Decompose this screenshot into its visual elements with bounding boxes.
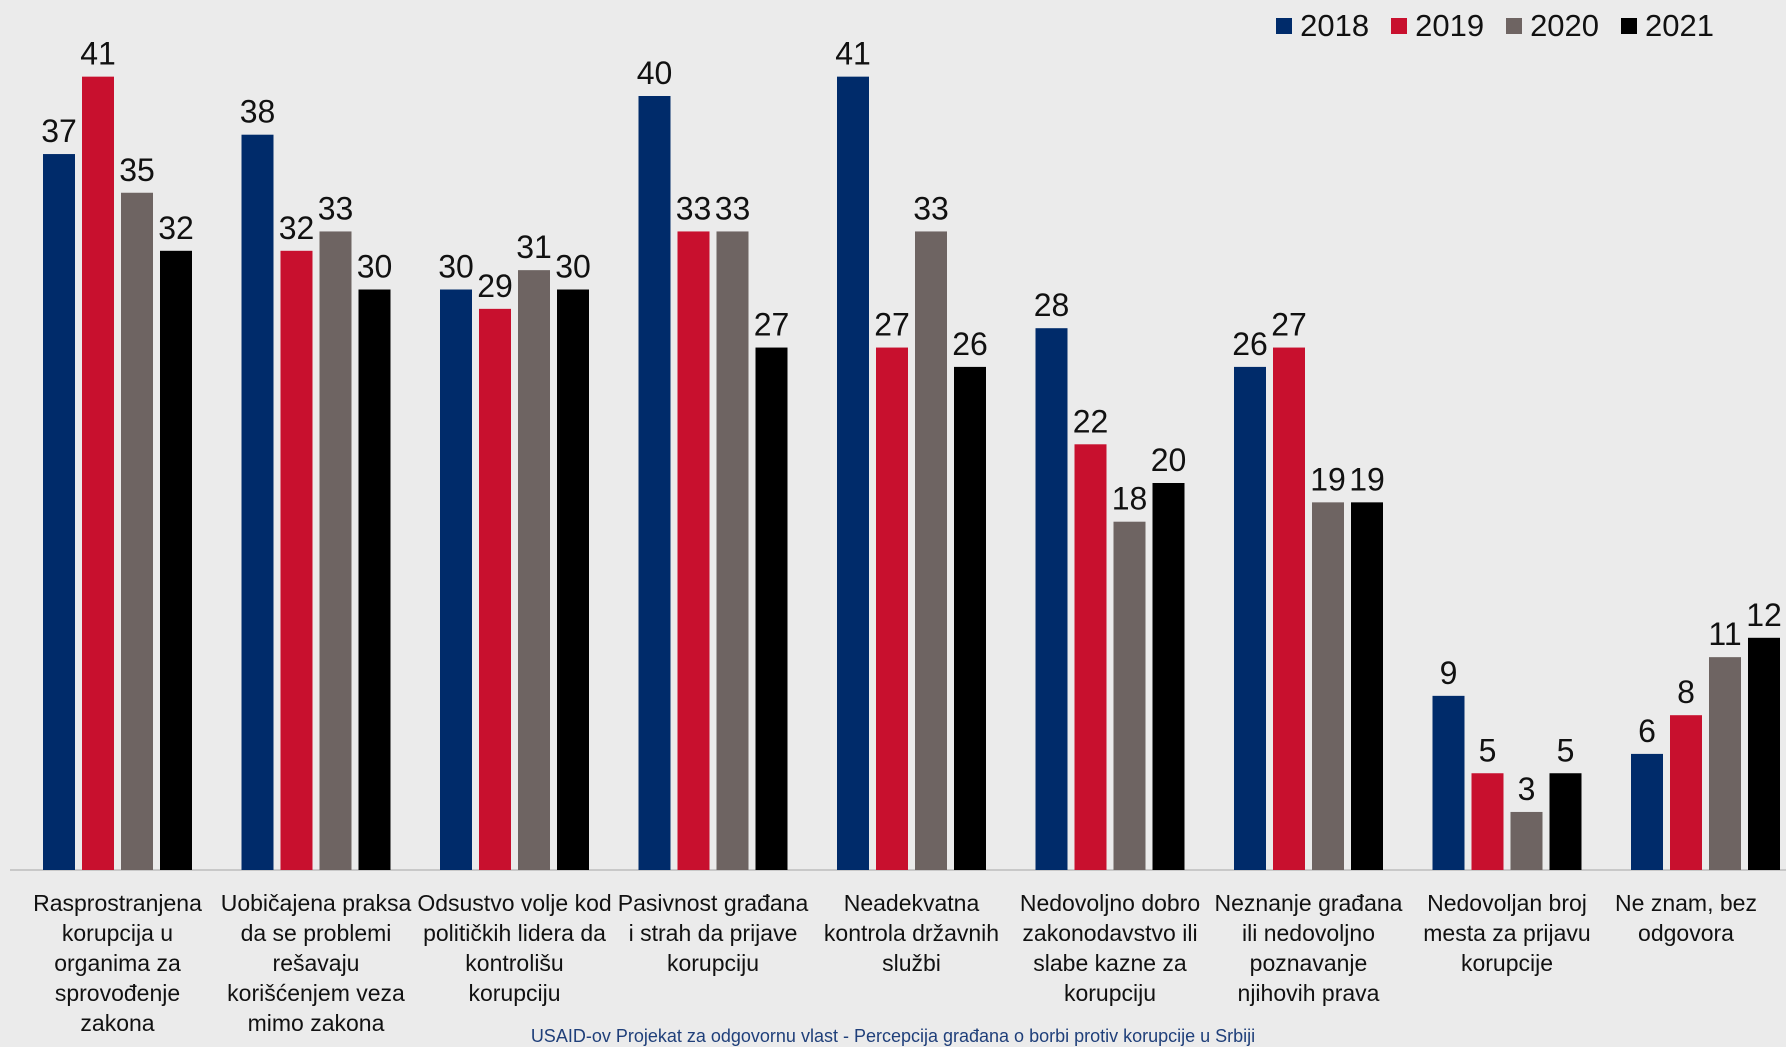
- legend-swatch-2019: [1391, 18, 1408, 34]
- data-label-2021-cat-8: 5: [1557, 732, 1575, 768]
- bar-2019-cat-2: [280, 250, 313, 871]
- bar-2021-cat-3: [557, 289, 589, 870]
- bar-2020-cat-3: [518, 270, 550, 870]
- legend-label-2018: 2018: [1300, 8, 1370, 43]
- bar-2020-cat-9: [1709, 657, 1741, 870]
- data-label-2018-cat-3: 30: [438, 249, 474, 285]
- data-label-2018-cat-8: 9: [1440, 655, 1458, 691]
- bar-2019-cat-5: [876, 347, 908, 870]
- data-label-2021-cat-6: 20: [1151, 442, 1187, 478]
- bar-2020-cat-1: [121, 192, 153, 870]
- data-label-2021-cat-2: 30: [357, 249, 393, 285]
- legend-item-2020: 2020: [1506, 8, 1599, 44]
- bar-2018-cat-8: [1432, 695, 1465, 870]
- data-label-2020-cat-7: 19: [1310, 461, 1346, 497]
- bar-2018-cat-6: [1035, 328, 1068, 870]
- data-label-2020-cat-9: 11: [1708, 616, 1741, 652]
- category-label-5: Neadekvatna kontrola državnih službi: [823, 890, 1000, 976]
- legend-swatch-2018: [1276, 18, 1293, 34]
- bar-2021-cat-7: [1351, 502, 1383, 870]
- data-label-2018-cat-2: 38: [240, 94, 276, 130]
- category-label-7: Neznanje građana ili nedovoljno poznavan…: [1214, 890, 1403, 1006]
- data-label-2021-cat-3: 30: [555, 249, 591, 285]
- data-label-2019-cat-4: 33: [676, 190, 712, 226]
- bar-2020-cat-7: [1312, 502, 1344, 870]
- bar-2018-cat-2: [241, 134, 274, 870]
- legend-swatch-2020: [1506, 18, 1523, 34]
- data-label-2020-cat-8: 3: [1518, 771, 1536, 807]
- data-label-2018-cat-4: 40: [637, 55, 673, 91]
- legend-label-2021: 2021: [1645, 8, 1714, 43]
- bar-2019-cat-6: [1074, 444, 1107, 870]
- data-label-2021-cat-9: 12: [1746, 597, 1782, 633]
- bar-2021-cat-6: [1152, 483, 1185, 870]
- category-label-4: Pasivnost građana i strah da prijave kor…: [617, 890, 809, 976]
- data-label-2021-cat-5: 26: [952, 326, 988, 362]
- data-label-2018-cat-5: 41: [835, 36, 871, 72]
- bar-2020-cat-5: [915, 231, 947, 870]
- footer-caption: USAID-ov Projekat za odgovornu vlast - P…: [530, 1026, 1256, 1046]
- data-label-2018-cat-9: 6: [1638, 713, 1656, 749]
- data-label-2019-cat-8: 5: [1479, 732, 1497, 768]
- bar-2021-cat-4: [755, 347, 788, 870]
- data-label-2019-cat-5: 27: [874, 307, 910, 343]
- bar-2018-cat-5: [837, 76, 869, 870]
- data-label-2019-cat-1: 41: [80, 36, 116, 72]
- bar-2020-cat-2: [319, 231, 352, 870]
- bars-group: [43, 76, 1780, 871]
- data-label-2018-cat-7: 26: [1232, 326, 1268, 362]
- legend-swatch-2021: [1621, 18, 1638, 34]
- category-label-8: Nedovoljan broj mesta za prijavu korupci…: [1423, 890, 1591, 976]
- bar-2019-cat-7: [1273, 347, 1305, 870]
- bar-2018-cat-1: [43, 154, 75, 871]
- data-label-2018-cat-6: 28: [1034, 287, 1070, 323]
- bar-2019-cat-9: [1670, 715, 1702, 870]
- legend-item-2019: 2019: [1391, 8, 1484, 44]
- data-label-2019-cat-6: 22: [1073, 403, 1109, 439]
- data-label-2020-cat-1: 35: [119, 152, 155, 188]
- data-label-2019-cat-7: 27: [1271, 307, 1307, 343]
- bar-2019-cat-4: [677, 231, 710, 870]
- bar-2018-cat-9: [1631, 753, 1663, 870]
- data-label-2019-cat-3: 29: [477, 268, 513, 304]
- bar-2018-cat-3: [440, 289, 472, 870]
- category-label-1: Rasprostranjena korupcija u organima za …: [33, 890, 202, 1036]
- category-label-9: Ne znam, bez odgovora: [1615, 890, 1757, 946]
- bar-2019-cat-3: [479, 308, 511, 871]
- legend-item-2021: 2021: [1621, 8, 1714, 44]
- bar-2019-cat-8: [1471, 773, 1504, 870]
- data-label-2018-cat-1: 37: [41, 113, 77, 149]
- data-label-2020-cat-4: 33: [715, 190, 751, 226]
- legend-label-2020: 2020: [1530, 8, 1600, 43]
- data-label-2019-cat-9: 8: [1677, 674, 1695, 710]
- data-label-2020-cat-5: 33: [913, 190, 949, 226]
- bar-2018-cat-7: [1234, 366, 1266, 870]
- category-label-2: Uobičajena praksa da se problemi rešavaj…: [220, 890, 412, 1036]
- bar-2021-cat-1: [160, 250, 192, 871]
- category-label-6: Nedovoljno dobro zakonodavstvo ili slabe…: [1019, 890, 1201, 1006]
- category-label-3: Odsustvo volje kod političkih lidera da …: [417, 890, 612, 1006]
- bar-2021-cat-2: [358, 289, 391, 870]
- bar-2020-cat-4: [716, 231, 749, 870]
- data-label-2020-cat-2: 33: [318, 190, 354, 226]
- data-label-2021-cat-7: 19: [1349, 461, 1385, 497]
- bar-2019-cat-1: [82, 76, 114, 870]
- bar-2021-cat-8: [1549, 773, 1582, 870]
- legend-label-2019: 2019: [1415, 8, 1485, 43]
- data-label-2019-cat-2: 32: [279, 210, 315, 246]
- data-label-2021-cat-1: 32: [158, 210, 194, 246]
- bar-2021-cat-5: [954, 366, 986, 870]
- bar-2020-cat-8: [1510, 811, 1543, 870]
- bar-2020-cat-6: [1113, 521, 1146, 870]
- bar-2018-cat-4: [638, 96, 671, 870]
- bar-2021-cat-9: [1748, 637, 1780, 870]
- data-label-2020-cat-6: 18: [1112, 481, 1148, 517]
- legend: 2018 2019 2020 2021: [1276, 8, 1714, 44]
- data-label-2021-cat-4: 27: [754, 307, 790, 343]
- data-label-2020-cat-3: 31: [516, 229, 552, 265]
- legend-item-2018: 2018: [1276, 8, 1369, 44]
